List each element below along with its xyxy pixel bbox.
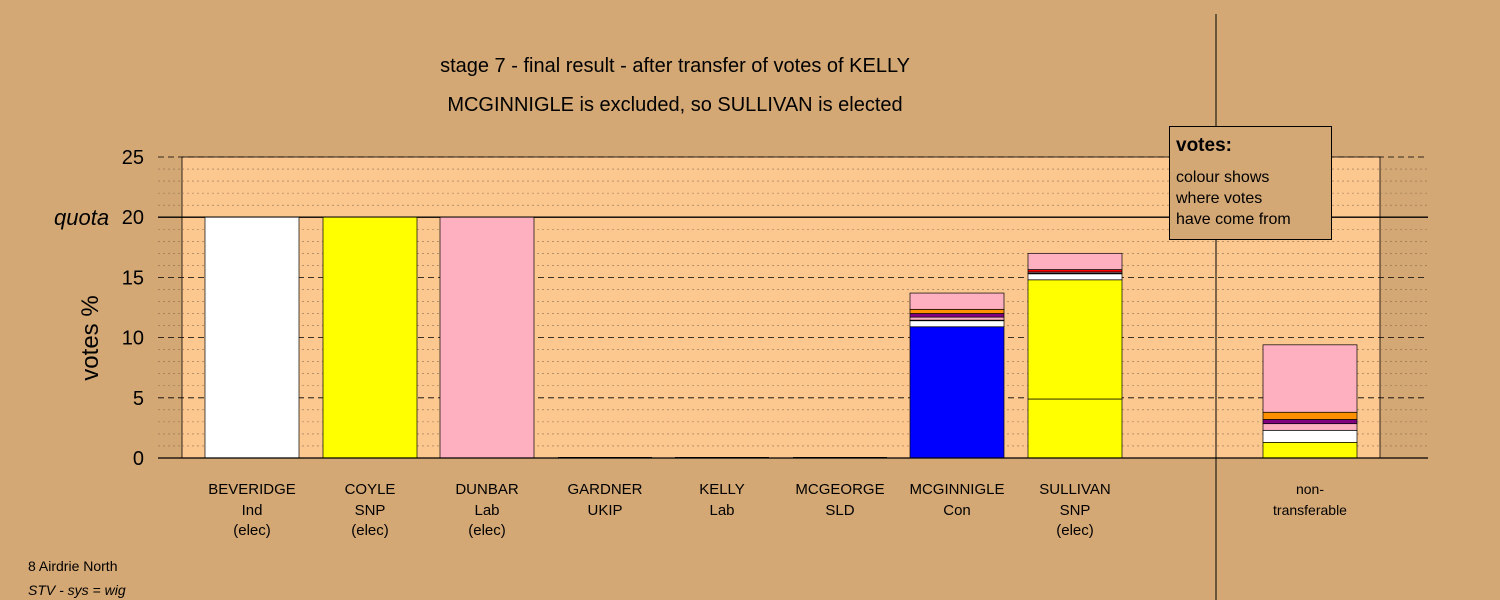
candidate-status-coyle: (elec): [351, 522, 389, 539]
candidate-party-coyle: SNP: [355, 502, 386, 519]
bar-segment-non-2: [1262, 423, 1358, 431]
candidate-name-non: non-: [1296, 481, 1324, 497]
bar-segment-non-5: [1262, 344, 1358, 413]
y-tick-label-0: 0: [133, 448, 144, 470]
candidate-party-dunbar: Lab: [474, 502, 499, 519]
axes: [158, 14, 1428, 600]
y-tick-label-25: 25: [122, 147, 144, 169]
bar-segment-mcginnigle-5: [909, 308, 1005, 314]
bar-segment-dunbar-0: [439, 216, 535, 459]
y-tick-label-10: 10: [122, 328, 144, 350]
bar-segment-mcginnigle-6: [909, 292, 1005, 310]
bar-segment-sullivan-0: [1027, 398, 1123, 459]
bar-segment-mcginnigle-0: [909, 326, 1005, 459]
bar-segment-non-4: [1262, 411, 1358, 420]
legend-box: votes: colour shows where votes have com…: [1169, 126, 1332, 240]
candidate-name-dunbar: DUNBAR: [455, 481, 519, 498]
bar-segment-non-1: [1262, 429, 1358, 443]
candidate-status-dunbar: (elec): [468, 522, 506, 539]
candidate-party-kelly: Lab: [709, 502, 734, 519]
bar-segment-non-0: [1262, 441, 1358, 459]
chart-text: 0 5 10 15 20 25 quota votes % stage 7 - final re…: [54, 55, 1347, 539]
candidate-name-kelly: KELLY: [699, 481, 745, 498]
candidate-party-mcginnigle: Con: [943, 502, 971, 519]
footer-system: STV - sys = wig: [28, 582, 126, 598]
chart-title-line1: stage 7 - final result - after transfer …: [440, 55, 910, 77]
bar-segment-sullivan-2: [1027, 273, 1123, 281]
candidate-party-beveridge: Ind: [242, 502, 263, 519]
candidate-name-gardner: GARDNER: [567, 481, 642, 498]
y-tick-label-20: 20: [122, 207, 144, 229]
bar-segment-sullivan-6: [1027, 252, 1123, 270]
legend-line-1: colour shows: [1176, 169, 1270, 186]
candidate-party-mcgeorge: SLD: [825, 502, 854, 519]
legend-title: votes:: [1176, 135, 1232, 156]
chart-title-line2: MCGINNIGLE is excluded, so SULLIVAN is e…: [447, 94, 902, 116]
candidate-name-beveridge: BEVERIDGE: [208, 481, 296, 498]
quota-label: quota: [54, 205, 109, 230]
y-axis-label: votes %: [77, 295, 104, 380]
y-tick-label-15: 15: [122, 267, 144, 289]
candidate-name-sullivan: SULLIVAN: [1039, 481, 1110, 498]
bar-segment-sullivan-5: [1027, 269, 1123, 273]
legend-line-2: where votes: [1176, 190, 1263, 207]
bar-segment-mcginnigle-1: [909, 320, 1005, 328]
candidate-party-non: transferable: [1273, 502, 1347, 518]
candidate-name-coyle: COYLE: [345, 481, 396, 498]
bar-segment-coyle-0: [322, 216, 418, 459]
bar-segment-beveridge-0: [204, 216, 300, 459]
y-tick-label-5: 5: [133, 388, 144, 410]
bar-segment-sullivan-1: [1027, 279, 1123, 400]
legend-line-3: have come from: [1176, 211, 1291, 228]
candidate-name-mcgeorge: MCGEORGE: [795, 481, 884, 498]
candidate-status-beveridge: (elec): [233, 522, 271, 539]
candidate-party-sullivan: SNP: [1060, 502, 1091, 519]
bar-segment-non-3: [1262, 419, 1358, 425]
bar-segment-mcginnigle-4: [909, 313, 1005, 318]
candidate-status-sullivan: (elec): [1056, 522, 1094, 539]
bars: [204, 216, 1358, 459]
candidate-name-mcginnigle: MCGINNIGLE: [909, 481, 1004, 498]
candidate-party-gardner: UKIP: [587, 502, 622, 519]
footer-area: 8 Airdrie North: [28, 558, 118, 574]
bar-segment-mcginnigle-3: [909, 316, 1005, 321]
